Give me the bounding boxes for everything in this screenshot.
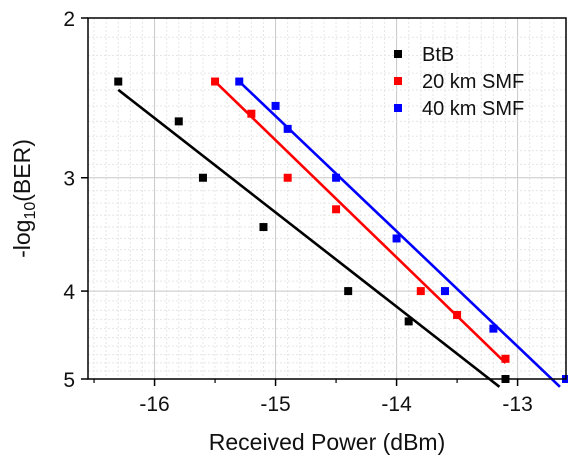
y-axis-ticks: 2 3 4 5	[63, 8, 88, 392]
data-point-20-km-smf	[332, 205, 341, 214]
grid	[88, 17, 567, 380]
data-point-20-km-smf	[283, 173, 292, 182]
data-point-20-km-smf	[416, 287, 425, 296]
legend: BtB 20 km SMF 40 km SMF	[394, 44, 524, 120]
data-point-20-km-smf	[501, 354, 510, 363]
legend-marker-btb	[394, 50, 402, 58]
plot-frame	[87, 17, 567, 380]
x-axis-ticks: -16 -15 -14 -13	[93, 379, 533, 416]
data-point-40-km-smf	[332, 173, 341, 182]
data-point-40-km-smf	[283, 124, 292, 133]
data-point-40-km-smf	[440, 287, 449, 296]
legend-label-40-km-smf: 40 km SMF	[422, 98, 524, 120]
data-point-btb	[259, 223, 268, 232]
x-tick-label: -14	[381, 393, 412, 416]
x-tick-label: -15	[260, 393, 290, 416]
data-point-40-km-smf	[271, 101, 280, 110]
data-point-20-km-smf	[453, 310, 462, 319]
legend-label-20-km-smf: 20 km SMF	[422, 71, 524, 93]
x-tick-label: -16	[139, 393, 169, 416]
data-point-btb	[114, 77, 123, 86]
x-tick-label: -13	[502, 393, 532, 416]
x-axis-label: Received Power (dBm)	[209, 429, 445, 455]
data-point-40-km-smf	[235, 77, 244, 86]
data-point-40-km-smf	[392, 234, 401, 243]
fit-line-btb	[117, 88, 501, 388]
data-point-btb	[404, 317, 413, 326]
data-point-20-km-smf	[247, 109, 256, 118]
data-point-20-km-smf	[211, 77, 220, 86]
y-tick-label: 3	[63, 168, 75, 191]
y-axis-label: -log10(BER)	[9, 139, 39, 258]
y-tick-label: 5	[63, 369, 75, 392]
y-tick-label: 2	[63, 8, 75, 31]
data-point-btb	[344, 287, 353, 296]
data-point-40-km-smf	[489, 324, 498, 333]
fit-line-40-km-smf	[238, 80, 561, 388]
legend-marker-40-km-smf	[394, 104, 402, 112]
y-tick-label: 4	[63, 281, 75, 304]
legend-label-btb: BtB	[422, 44, 454, 66]
data-point-btb	[174, 117, 183, 126]
legend-marker-20-km-smf	[394, 77, 402, 85]
data-point-btb	[198, 173, 207, 182]
